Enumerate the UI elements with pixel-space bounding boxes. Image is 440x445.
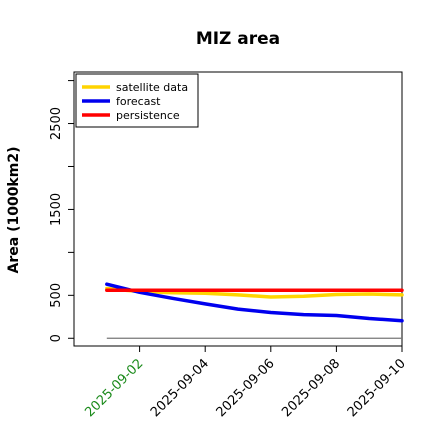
y-tick-label: 2500 xyxy=(49,107,64,140)
y-axis-label: Area (1000km2) xyxy=(6,147,22,274)
legend-label-satellite-data: satellite data xyxy=(116,81,188,94)
legend-label-persistence: persistence xyxy=(116,109,180,122)
x-tick-label: 2025-09-08 xyxy=(279,356,343,420)
chart-title: MIZ area xyxy=(196,29,280,49)
y-tick-label: 500 xyxy=(49,283,64,308)
x-tick-label: 2025-09-04 xyxy=(148,356,212,420)
series-line-forecast xyxy=(105,282,404,323)
series-line-satellite-data xyxy=(105,286,404,299)
x-tick-label: 2025-09-02 xyxy=(82,356,146,420)
y-tick-label: 0 xyxy=(49,334,64,342)
y-tick-label: 1500 xyxy=(49,193,64,226)
x-tick-label: 2025-09-06 xyxy=(214,356,278,420)
legend-label-forecast: forecast xyxy=(116,95,161,108)
x-tick-label: 2025-09-10 xyxy=(345,356,409,420)
